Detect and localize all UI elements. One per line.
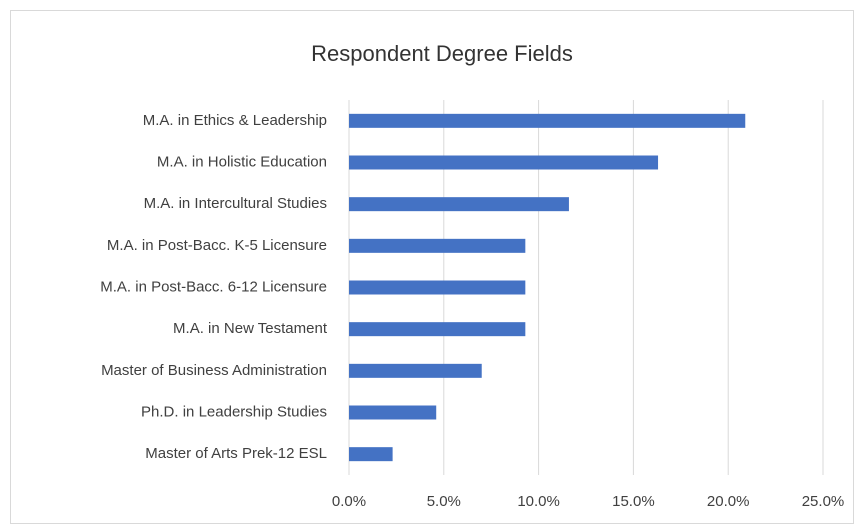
x-tick-label: 5.0% — [427, 493, 461, 510]
y-tick-label: M.A. in Post-Bacc. K-5 Licensure — [107, 237, 327, 254]
bar — [349, 447, 393, 462]
bar — [349, 155, 659, 170]
chart-title: Respondent Degree Fields — [311, 41, 573, 66]
bar — [349, 405, 437, 420]
x-tick-label: 0.0% — [332, 493, 366, 510]
bar — [349, 197, 569, 212]
y-tick-label: Ph.D. in Leadership Studies — [141, 403, 327, 420]
bar — [349, 113, 746, 128]
y-tick-label: M.A. in Post-Bacc. 6-12 Licensure — [100, 278, 327, 295]
y-tick-label: M.A. in Ethics & Leadership — [143, 112, 327, 129]
bar — [349, 238, 526, 253]
bar — [349, 322, 526, 337]
y-tick-label: M.A. in Holistic Education — [157, 153, 327, 170]
y-tick-label: M.A. in Intercultural Studies — [144, 195, 327, 212]
y-tick-label: Master of Arts Prek-12 ESL — [145, 445, 327, 462]
x-tick-label: 10.0% — [517, 493, 560, 510]
x-tick-label: 20.0% — [707, 493, 750, 510]
bar — [349, 363, 482, 378]
x-tick-label: 15.0% — [612, 493, 655, 510]
chart-border — [10, 10, 854, 524]
y-tick-label: Master of Business Administration — [101, 362, 327, 379]
x-tick-label: 25.0% — [802, 493, 845, 510]
bar — [349, 280, 526, 295]
y-tick-label: M.A. in New Testament — [173, 320, 328, 337]
